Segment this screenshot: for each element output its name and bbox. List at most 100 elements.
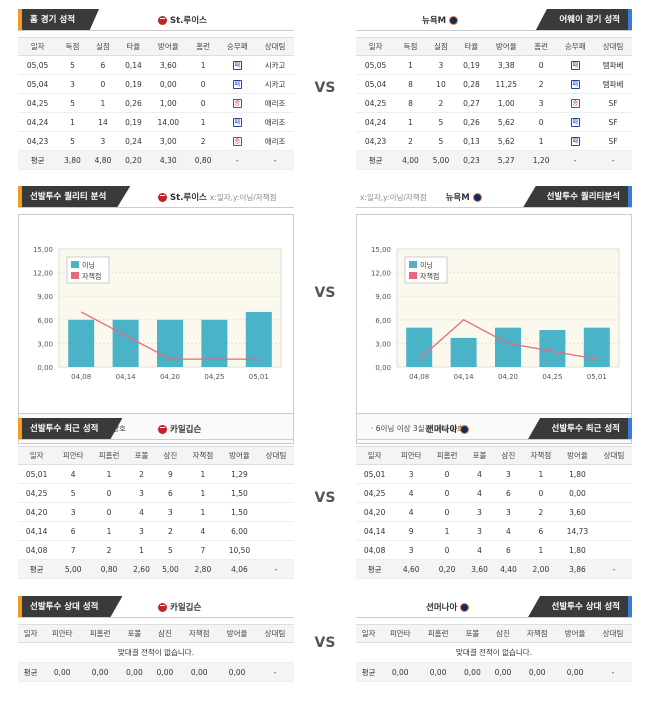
average-cell: 0,00 <box>518 662 557 682</box>
table-cell: 7 <box>184 540 221 560</box>
average-cell: 3,86 <box>558 559 597 579</box>
table-cell: 04,14 <box>356 521 394 541</box>
table-cell: 1,50 <box>220 483 259 503</box>
series-line <box>418 319 597 360</box>
table-cell: 0 <box>91 483 128 503</box>
table-cell: 11,25 <box>486 74 526 94</box>
bar <box>157 319 183 367</box>
table-cell: 4 <box>493 521 523 541</box>
column-header: 자책점 <box>518 624 557 643</box>
table-cell: 0 <box>187 74 219 94</box>
table-cell <box>596 540 632 560</box>
table-cell: 0 <box>91 502 128 522</box>
column-header: 일자 <box>356 624 382 643</box>
average-cell: 0,00 <box>556 662 595 682</box>
y-tick-label: 15,00 <box>371 246 391 254</box>
table-cell: 0,26 <box>118 93 149 113</box>
x-tick-label: 04,14 <box>116 373 137 381</box>
table-cell: 6 <box>55 521 92 541</box>
table-cell: 3 <box>525 93 557 113</box>
table-cell: 04,24 <box>18 112 58 132</box>
table-cell: 1 <box>429 521 466 541</box>
table-cell: 1,29 <box>220 464 259 484</box>
table-cell: 8 <box>395 74 426 94</box>
team-label: St.루이스 <box>158 14 207 26</box>
cardinals-logo-icon <box>158 192 167 202</box>
column-header: 피안타 <box>55 446 92 465</box>
table-cell <box>258 521 294 541</box>
table-cell: 04,25 <box>18 483 56 503</box>
table-cell: 6 <box>493 483 523 503</box>
empty-row: 맞대결 전적이 없습니다. <box>18 642 294 663</box>
column-header: 상대팀 <box>258 446 294 465</box>
cardinals-logo-icon <box>158 602 167 612</box>
table-cell: 3 <box>127 521 156 541</box>
table-cell: 04,25 <box>356 93 396 113</box>
average-cell: 평균 <box>18 559 56 579</box>
average-cell: 4,80 <box>87 150 119 170</box>
table-cell: 4 <box>184 521 221 541</box>
table-cell: 6 <box>493 540 523 560</box>
table-cell: 0 <box>525 55 557 75</box>
loss-badge: 패 <box>570 118 580 127</box>
table-cell: 패 <box>556 74 595 94</box>
table-cell: 패 <box>218 55 257 75</box>
mets-logo-icon <box>460 602 470 612</box>
column-header: 일자 <box>18 624 44 643</box>
average-cell: - <box>256 150 294 170</box>
table-cell: 05,01 <box>356 464 394 484</box>
table-cell: 0,00 <box>558 483 597 503</box>
column-header: 삼진 <box>487 624 519 643</box>
loss-badge: 패 <box>570 137 580 146</box>
away-record-panel: 어웨이 경기 성적 뉴욕M 일자 득점 실점 타율 방어율 홈런 승무패 상대팀 05,05 1 3… <box>356 9 632 170</box>
average-cell: 5,00 <box>155 559 185 579</box>
table-cell: 04,14 <box>18 521 56 541</box>
table-cell: 2 <box>425 93 457 113</box>
average-row: 평균 0,00 0,00 0,00 0,00 0,00 0,00- <box>18 662 294 682</box>
average-cell: - <box>596 559 632 579</box>
table-cell <box>596 502 632 522</box>
average-cell: 4,30 <box>148 150 188 170</box>
column-header: 일자 <box>18 37 58 56</box>
y-tick-label: 12,00 <box>371 270 391 278</box>
table-cell: 4 <box>127 502 156 522</box>
table-cell: 3 <box>393 540 430 560</box>
column-header: 방어율 <box>486 37 526 56</box>
table-cell: 탬파베 <box>594 55 632 75</box>
table-cell: 3 <box>425 55 457 75</box>
column-header: 삼진 <box>493 446 523 465</box>
average-cell: 0,00 <box>457 662 488 682</box>
table-cell: 14 <box>87 112 119 132</box>
quality-left-chart: 0,00 3,00 6,00 9,00 12,00 15,00 04,08 04,14 04,2… <box>18 214 294 414</box>
x-tick-label: 04,08 <box>71 373 91 381</box>
table-cell: 10 <box>425 74 457 94</box>
win-badge: 승 <box>570 99 580 108</box>
table-cell: 2 <box>522 502 559 522</box>
average-cell: 4,60 <box>393 559 430 579</box>
y-tick-label: 0,00 <box>37 364 53 372</box>
legend-label: 자책점 <box>82 272 101 281</box>
table-cell: 6 <box>87 55 119 75</box>
average-row: 평균 4,60 0,20 3,60 4,40 2,00 3,86- <box>356 559 632 579</box>
legend-swatch <box>71 272 79 279</box>
table-cell: 3 <box>493 502 523 522</box>
mets-logo-icon <box>460 424 470 434</box>
table-row: 04,08 7 2 1 5 7 10,50 <box>18 540 294 560</box>
table-cell: 1 <box>184 502 221 522</box>
column-header: 피홈런 <box>419 624 458 643</box>
table-cell: 3 <box>465 502 494 522</box>
table-cell: 4 <box>465 540 494 560</box>
table-cell: 1,80 <box>558 464 597 484</box>
home-record-table: 일자 득점 실점 타율 방어율 홈런 승무패 상대팀 05,05 5 6 0,14 3,60 1 패 시카고 0… <box>18 37 294 170</box>
table-row: 04,14 9 1 3 4 6 14,73 <box>356 521 632 541</box>
vs-label: VS <box>314 490 336 506</box>
table-cell: 탬파베 <box>594 74 632 94</box>
table-row: 04,20 3 0 4 3 1 1,50 <box>18 502 294 522</box>
column-header: 피홈런 <box>429 446 466 465</box>
table-cell: 2 <box>395 131 426 151</box>
average-cell: - <box>218 150 257 170</box>
legend-swatch <box>71 261 79 268</box>
table-cell: 9 <box>155 464 185 484</box>
table-cell: 0 <box>429 540 466 560</box>
column-header: 포볼 <box>465 446 494 465</box>
